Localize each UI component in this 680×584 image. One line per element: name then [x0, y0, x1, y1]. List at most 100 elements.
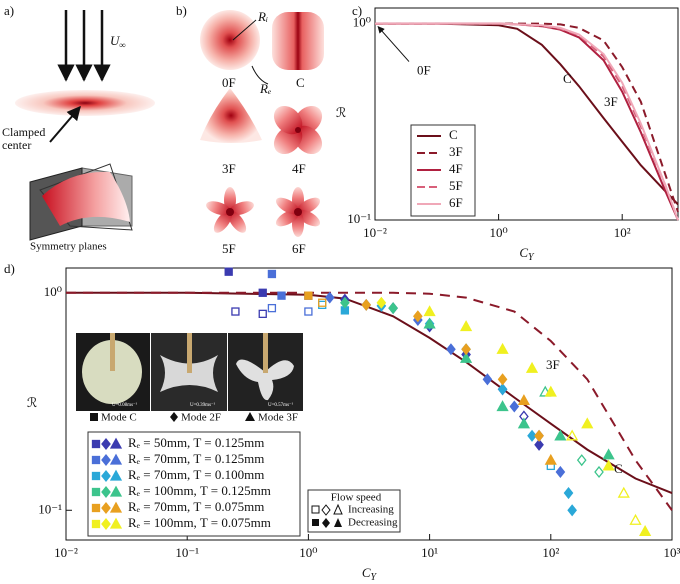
marker-diamond	[527, 429, 537, 442]
marker-square	[258, 288, 267, 297]
legend-marker	[101, 501, 111, 515]
legend-marker	[91, 487, 101, 497]
mode-shape	[200, 88, 262, 143]
velocity-label: U∞	[110, 33, 126, 50]
legend-label: Rₑ = 50mm, T = 0.125mm	[128, 435, 264, 450]
marker-diamond	[461, 343, 471, 356]
x-tick-label: 10⁻¹	[175, 545, 199, 560]
outer-radius-label: Rₑ	[259, 81, 271, 96]
mode-label: 5F	[222, 241, 236, 256]
x-tick-label: 10²	[614, 225, 631, 240]
marker-triangle	[525, 361, 539, 373]
marker-diamond	[340, 296, 350, 309]
mode-label: 3F	[222, 161, 236, 176]
legend-marker	[109, 517, 123, 529]
x-tick-label: 10³	[664, 545, 680, 560]
disk	[15, 90, 155, 116]
panel-label: b)	[176, 3, 187, 18]
x-tick-label: 10⁻²	[363, 225, 387, 240]
y-tick-label: 10⁰	[353, 15, 371, 30]
mode-label: 4F	[292, 161, 306, 176]
annotation-arrow	[377, 26, 410, 62]
symmetry-label: Symmetry planes	[30, 241, 107, 253]
legend-marker	[91, 503, 101, 513]
mode-shape	[272, 12, 324, 70]
leader-line	[232, 19, 257, 41]
x-tick-label: 10⁰	[489, 225, 507, 240]
legend-label: Rₑ = 70mm, T = 0.100mm	[128, 467, 264, 482]
legend-marker	[91, 455, 101, 465]
marker-triangle	[423, 305, 436, 317]
marker-diamond	[376, 296, 387, 309]
x-axis-label: CY	[362, 565, 378, 583]
y-tick-label: 10⁻¹	[38, 501, 62, 516]
marker-triangle	[517, 394, 531, 406]
inset-caption: Mode 3F	[258, 412, 298, 424]
series-line	[375, 22, 679, 221]
marker-triangle	[566, 429, 579, 441]
marker-diamond	[413, 310, 423, 323]
marker-diamond	[388, 302, 398, 315]
inset-photos: U=0.08ms⁻¹ U=0.39ms⁻¹ U=0.57ms⁻¹	[76, 333, 303, 411]
inset-speed: U=0.39ms⁻¹	[190, 402, 216, 408]
annotation: 0F	[417, 63, 431, 78]
marker-square	[318, 298, 327, 307]
plot-frame	[65, 267, 673, 541]
legend-label: 5F	[449, 178, 463, 193]
legend-label: Rₑ = 70mm, T = 0.125mm	[128, 451, 264, 466]
marker-triangle	[496, 342, 509, 354]
model-curve	[66, 291, 673, 511]
marker-diamond	[555, 465, 566, 479]
marker-triangle	[459, 351, 473, 363]
mode-label: 0F	[222, 75, 236, 90]
y-axis-label: ℛ	[336, 105, 346, 120]
marker-diamond	[509, 400, 520, 413]
legend-label: C	[449, 127, 458, 142]
x-tick-label: 10⁰	[299, 545, 317, 560]
marker-triangle	[554, 429, 567, 441]
y-axis-label: ℛ	[27, 395, 37, 410]
marker-square	[231, 307, 240, 316]
legend-marker	[109, 485, 123, 497]
series-line	[375, 22, 679, 206]
curve-label: C	[614, 461, 623, 476]
flow-legend-title: Flow speed	[331, 492, 382, 504]
clamp-label: Clamped center	[2, 125, 46, 152]
mode-shape	[268, 100, 328, 160]
flow-arrows	[57, 10, 111, 82]
marker-diamond	[567, 504, 577, 517]
x-axis-subscript: Y	[371, 572, 378, 583]
marker-triangle	[629, 513, 642, 525]
x-axis-symbol: C	[519, 245, 528, 260]
flow-open-symbols	[311, 503, 343, 516]
inset-speed: U=0.08ms⁻¹	[112, 402, 138, 408]
marker-square	[277, 291, 286, 300]
marker-square	[267, 303, 277, 313]
legend-box	[87, 431, 301, 537]
symmetry-sketch	[29, 163, 133, 241]
x-axis-label: CY	[519, 245, 535, 263]
marker-triangle	[617, 486, 630, 498]
mode-shape	[200, 10, 260, 70]
legend-marker	[109, 437, 123, 449]
marker-diamond	[534, 438, 544, 451]
mode-label: 6F	[292, 241, 306, 256]
caption-symbol	[90, 413, 98, 421]
legend-marker	[101, 453, 111, 467]
marker-square	[258, 309, 267, 319]
legend-label: Rₑ = 70mm, T = 0.075mm	[128, 499, 264, 514]
mode-shape	[273, 187, 323, 237]
marker-diamond	[361, 298, 372, 311]
marker-diamond	[482, 373, 493, 386]
marker-diamond	[497, 373, 508, 386]
marker-triangle	[639, 525, 652, 537]
marker-triangle	[496, 400, 509, 412]
velocity-subscript: ∞	[119, 40, 125, 50]
marker-diamond	[534, 429, 544, 442]
inner-radius-label: Rᵢ	[257, 9, 268, 24]
marker-triangle	[459, 320, 473, 332]
marker-triangle	[517, 417, 531, 429]
panel-label: c)	[352, 3, 362, 18]
inset-caption: Mode 2F	[181, 412, 221, 424]
